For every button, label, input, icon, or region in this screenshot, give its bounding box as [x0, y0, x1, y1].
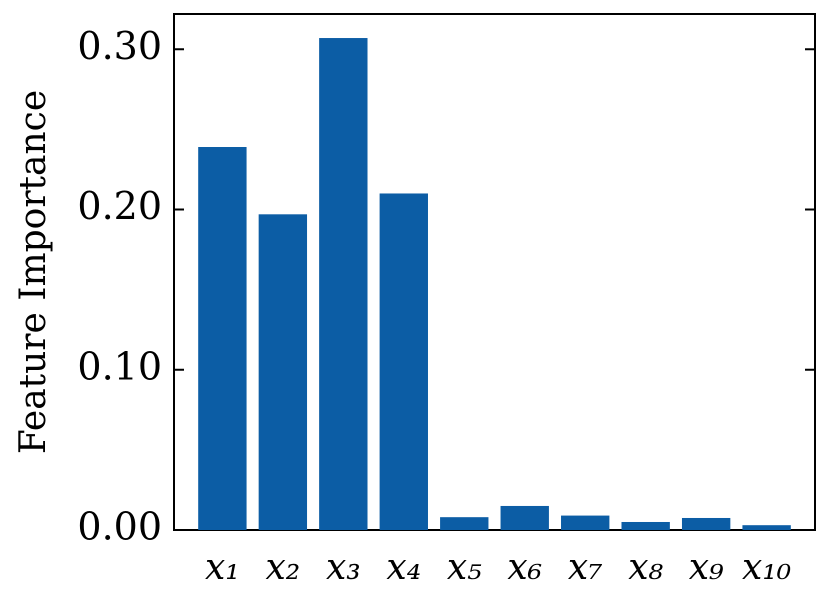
bar	[319, 38, 368, 531]
bar	[500, 505, 549, 530]
x-tick-label: x₈	[628, 547, 663, 588]
bar	[561, 515, 610, 530]
y-tick-label: 0.00	[77, 505, 162, 549]
bar	[742, 525, 791, 530]
bar	[440, 517, 489, 530]
y-tick-label: 0.30	[77, 24, 162, 68]
x-tick-label: x₇	[568, 547, 603, 588]
bar	[379, 193, 428, 530]
x-tick-label: x₄	[386, 547, 421, 588]
x-tick-label: x₅	[447, 547, 482, 588]
bar	[621, 521, 670, 530]
plot-frame	[173, 13, 816, 531]
x-tick-label: x₆	[507, 547, 542, 588]
y-tick-label: 0.10	[77, 344, 162, 388]
y-axis-label: Feature Importance	[13, 90, 54, 454]
bar	[681, 517, 731, 530]
y-tick-label: 0.20	[77, 184, 162, 228]
x-tick-label: x₃	[326, 547, 361, 588]
bar	[258, 214, 308, 531]
x-tick-label: x₁₀	[742, 547, 791, 588]
x-tick-label: x₉	[689, 547, 724, 588]
x-tick-label: x₂	[265, 547, 300, 588]
bar	[198, 147, 247, 530]
x-tick-label: x₁	[205, 547, 240, 588]
